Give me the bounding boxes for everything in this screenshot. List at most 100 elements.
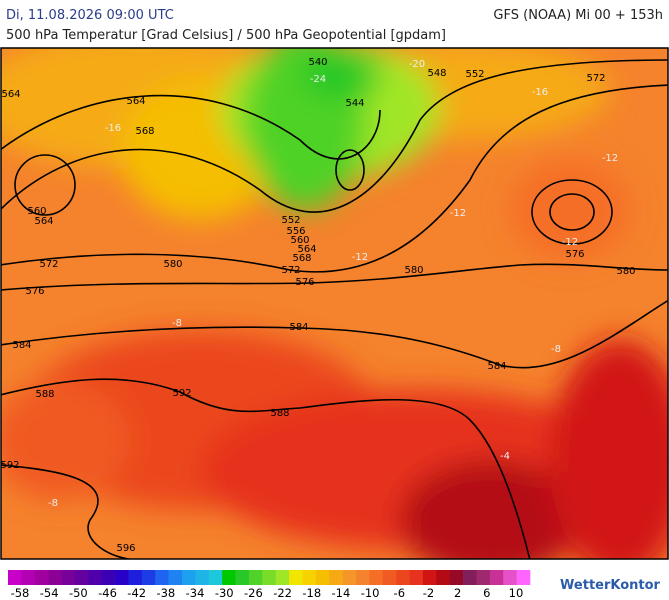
temperature-label: -8	[551, 344, 561, 355]
colorbar-label: -6	[394, 586, 405, 600]
colorbar-label: -26	[244, 586, 263, 600]
colorbar-cell	[463, 570, 477, 585]
colorbar-label: 2	[454, 586, 461, 600]
colorbar-cell	[61, 570, 76, 585]
contour-label: 560	[27, 206, 46, 217]
temperature-label: -12	[352, 252, 368, 263]
contour-label: 548	[427, 68, 446, 79]
colorbar-label: -22	[273, 586, 292, 600]
colorbar-cell	[409, 570, 424, 585]
model-run: GFS (NOAA) Mi 00 + 153h	[493, 8, 663, 23]
contour-label: 544	[345, 98, 364, 109]
contour-label: 572	[281, 265, 300, 276]
temperature-label: -20	[409, 59, 425, 70]
contour-label: 564	[297, 244, 316, 255]
colorbar-cell	[396, 570, 410, 585]
colorbar-label: -34	[186, 586, 205, 600]
temperature-label: -8	[48, 498, 58, 509]
contour-label: 580	[163, 259, 182, 270]
temperature-label: -4	[500, 451, 510, 462]
contour-label: 568	[292, 253, 311, 264]
colorbar-label: 10	[509, 586, 524, 600]
contour-label: 568	[135, 126, 154, 137]
colorbar-cell	[289, 570, 303, 585]
colorbar-label: -54	[40, 586, 59, 600]
colorbar-label: -42	[127, 586, 146, 600]
contour-label: 564	[126, 96, 145, 107]
temperature-label: -12	[562, 237, 578, 248]
contour-label: 576	[295, 277, 314, 288]
colorbar-cell	[516, 570, 531, 585]
contour-label: 584	[487, 361, 506, 372]
colorbar-cell	[356, 570, 370, 585]
contour-label: 552	[281, 215, 300, 226]
colorbar-cell	[21, 570, 36, 585]
colorbar-cell	[168, 570, 183, 585]
colorbar-label: -18	[302, 586, 321, 600]
colorbar-cell	[8, 570, 22, 585]
colorbar-cell	[436, 570, 450, 585]
contour-label: 564	[34, 216, 53, 227]
contour-label: 592	[0, 460, 19, 471]
map-field	[1, 48, 668, 559]
colorbar-cell	[476, 570, 491, 585]
contour-label: 560	[290, 235, 309, 246]
contour-label: 596	[116, 543, 135, 554]
colorbar-cell	[302, 570, 317, 585]
colorbar-label: -50	[69, 586, 88, 600]
contour-label: 584	[12, 340, 31, 351]
colorbar-cell	[342, 570, 357, 585]
colorbar-cell	[329, 570, 343, 585]
colorbar-label: -38	[156, 586, 175, 600]
map-frame	[0, 47, 669, 560]
contour-label: 580	[404, 265, 423, 276]
contour-label: 572	[586, 73, 605, 84]
colorbar-label: -14	[332, 586, 351, 600]
contour-label: 576	[25, 286, 44, 297]
colorbar-cell	[503, 570, 517, 585]
temperature-label: -12	[450, 208, 466, 219]
logo: WetterKontor	[560, 578, 661, 593]
map-title: 500 hPa Temperatur [Grad Celsius] / 500 …	[6, 28, 446, 43]
colorbar-cell	[115, 570, 129, 585]
colorbar-label: -30	[215, 586, 234, 600]
temperature-label: -24	[310, 74, 326, 85]
contour-label: 588	[35, 389, 54, 400]
colorbar-cell	[48, 570, 62, 585]
colorbar-cell	[315, 570, 330, 585]
colorbar-cell	[34, 570, 49, 585]
colorbar-cell	[275, 570, 290, 585]
colorbar-cell	[222, 570, 236, 585]
colorbar-cell	[489, 570, 504, 585]
contour-label: 576	[565, 249, 584, 260]
contour-label: 552	[465, 69, 484, 80]
contour-label: 572	[39, 259, 58, 270]
contour-label: 580	[616, 266, 635, 277]
temperature-label: -8	[172, 318, 182, 329]
colorbar-cell	[141, 570, 156, 585]
colorbar-label: -58	[11, 586, 30, 600]
colorbar-cell	[101, 570, 116, 585]
colorbar-label: -2	[423, 586, 434, 600]
colorbar-label: -10	[361, 586, 380, 600]
colorbar-cell	[195, 570, 210, 585]
temperature-label: -16	[532, 87, 548, 98]
colorbar-label: 6	[483, 586, 490, 600]
contour-label: 556	[286, 226, 305, 237]
contour-label: 564	[1, 89, 20, 100]
colorbar-cell	[74, 570, 89, 585]
colorbar-cell	[382, 570, 397, 585]
temperature-label: -16	[105, 123, 121, 134]
contour-label: 592	[172, 388, 191, 399]
colorbar-cell	[262, 570, 276, 585]
temperature-label: -12	[602, 153, 618, 164]
contour-label: 540	[308, 57, 327, 68]
colorbar-cell	[208, 570, 223, 585]
colorbar-cell	[369, 570, 384, 585]
colorbar-cell	[128, 570, 143, 585]
contour-label: 584	[289, 322, 308, 333]
colorbar-cell	[155, 570, 169, 585]
colorbar-cell	[422, 570, 437, 585]
datetime: Di, 11.08.2026 09:00 UTC	[6, 8, 174, 23]
